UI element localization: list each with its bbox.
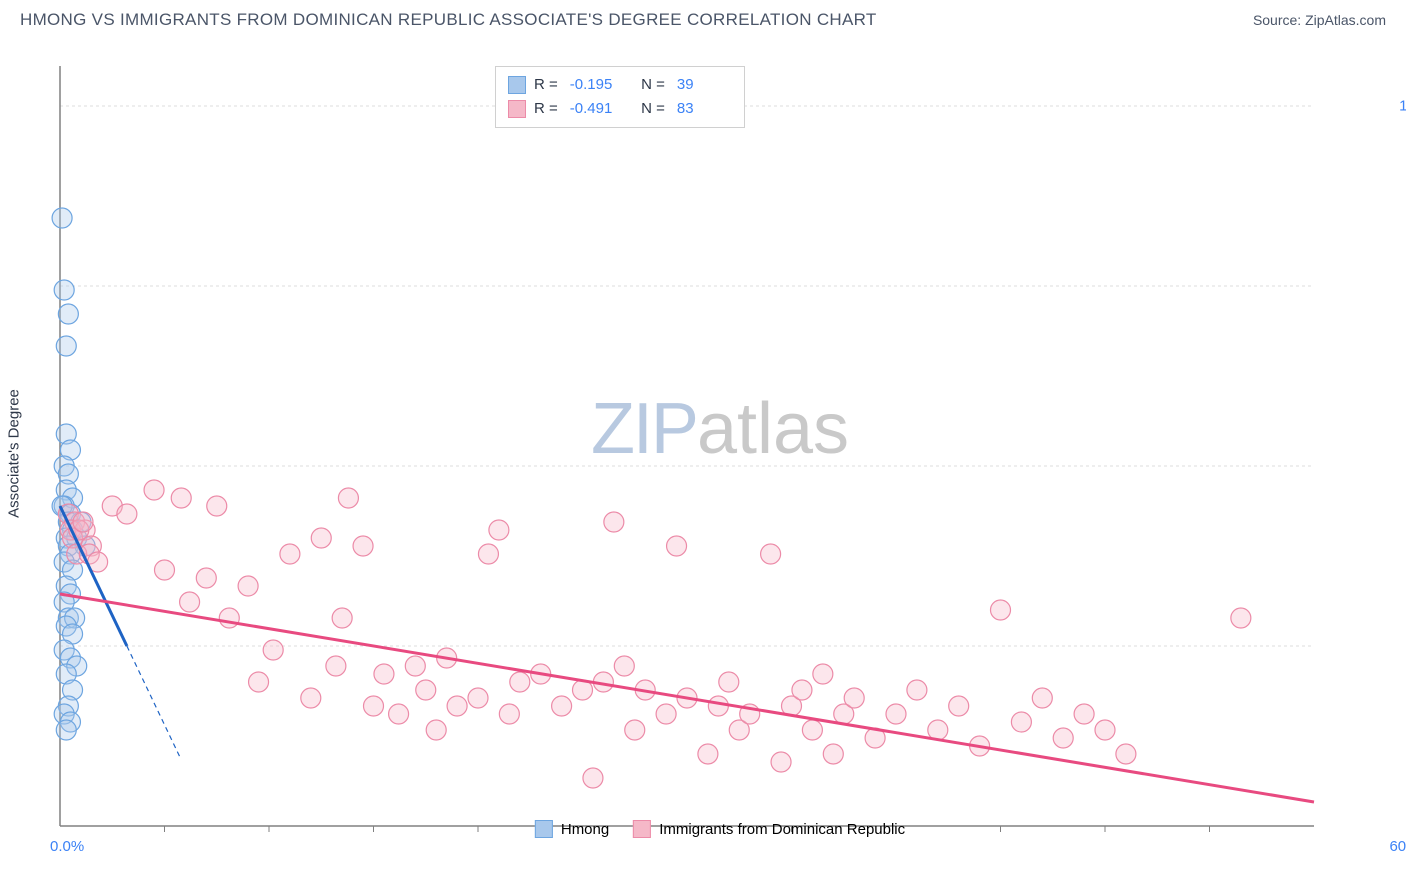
chart-container: Associate's Degree ZIPatlas R = -0.195 N… — [50, 50, 1390, 840]
source-attribution: Source: ZipAtlas.com — [1253, 12, 1386, 28]
stats-r-label-1: R = — [534, 97, 558, 121]
stats-n-value-1: 83 — [677, 97, 732, 121]
stats-row-series-1: R = -0.491 N = 83 — [508, 97, 732, 121]
chart-title: HMONG VS IMMIGRANTS FROM DOMINICAN REPUB… — [20, 10, 877, 30]
stats-swatch-0 — [508, 76, 526, 94]
y-axis-label: Associate's Degree — [6, 389, 23, 518]
stats-n-value-0: 39 — [677, 73, 732, 97]
x-axis-max-label: 60.0% — [1389, 838, 1406, 855]
legend-label-1: Immigrants from Dominican Republic — [659, 821, 905, 838]
stats-swatch-1 — [508, 100, 526, 118]
scatter-plot — [50, 50, 1334, 846]
legend-label-0: Hmong — [561, 821, 609, 838]
legend-item-1: Immigrants from Dominican Republic — [633, 820, 905, 838]
stats-n-label-1: N = — [633, 97, 665, 121]
y-tick-label: 100.0% — [1399, 98, 1406, 115]
correlation-stats-box: R = -0.195 N = 39 R = -0.491 N = 83 — [495, 66, 745, 128]
stats-n-label-0: N = — [633, 73, 665, 97]
legend: Hmong Immigrants from Dominican Republic — [535, 820, 905, 838]
legend-swatch-1 — [633, 820, 651, 838]
stats-r-label-0: R = — [534, 73, 558, 97]
x-axis-min-label: 0.0% — [50, 838, 84, 855]
legend-item-0: Hmong — [535, 820, 609, 838]
stats-r-value-0: -0.195 — [570, 73, 625, 97]
stats-row-series-0: R = -0.195 N = 39 — [508, 73, 732, 97]
legend-swatch-0 — [535, 820, 553, 838]
stats-r-value-1: -0.491 — [570, 97, 625, 121]
